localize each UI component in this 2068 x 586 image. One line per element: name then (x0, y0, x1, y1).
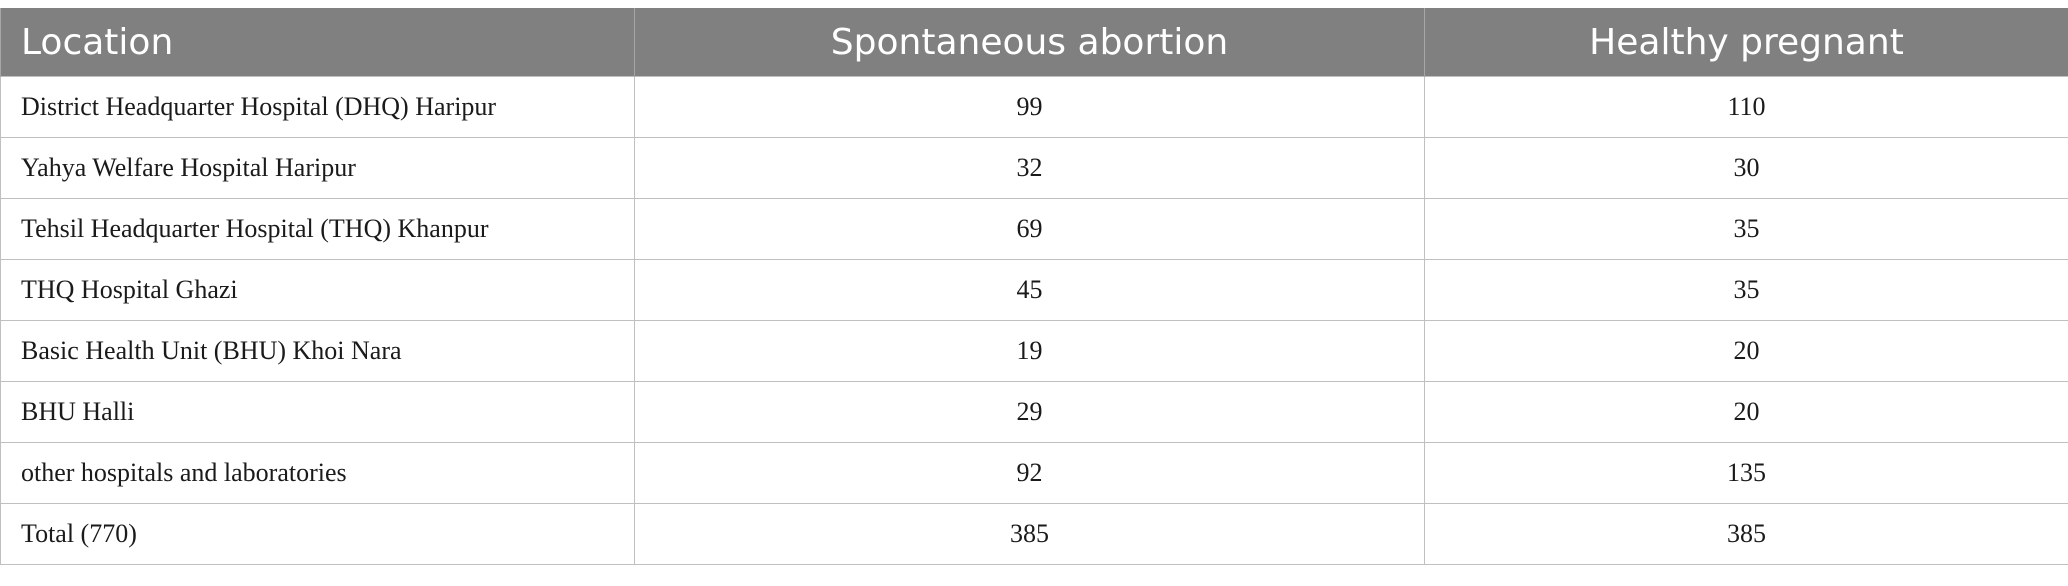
table-row-total: Total (770) 385 385 (0, 503, 2068, 565)
column-header-spontaneous-abortion: Spontaneous abortion (634, 8, 1425, 77)
cell-location: Total (770) (0, 503, 635, 565)
cell-healthy-pregnant: 135 (1424, 442, 2068, 504)
cell-spontaneous-abortion: 29 (634, 381, 1425, 443)
location-table: Location Spontaneous abortion Healthy pr… (0, 8, 2068, 565)
table-row: District Headquarter Hospital (DHQ) Hari… (0, 76, 2068, 138)
cell-spontaneous-abortion: 69 (634, 198, 1425, 260)
cell-location: District Headquarter Hospital (DHQ) Hari… (0, 76, 635, 138)
table-row: other hospitals and laboratories 92 135 (0, 442, 2068, 504)
cell-spontaneous-abortion: 32 (634, 137, 1425, 199)
cell-location: other hospitals and laboratories (0, 442, 635, 504)
cell-location: Tehsil Headquarter Hospital (THQ) Khanpu… (0, 198, 635, 260)
cell-healthy-pregnant: 20 (1424, 320, 2068, 382)
cell-spontaneous-abortion: 92 (634, 442, 1425, 504)
cell-location: THQ Hospital Ghazi (0, 259, 635, 321)
header-row: Location Spontaneous abortion Healthy pr… (0, 8, 2068, 77)
cell-spontaneous-abortion: 45 (634, 259, 1425, 321)
cell-healthy-pregnant: 20 (1424, 381, 2068, 443)
table-body: District Headquarter Hospital (DHQ) Hari… (0, 76, 2068, 565)
table-row: BHU Halli 29 20 (0, 381, 2068, 443)
cell-location: Basic Health Unit (BHU) Khoi Nara (0, 320, 635, 382)
table-row: Yahya Welfare Hospital Haripur 32 30 (0, 137, 2068, 199)
table-row: Basic Health Unit (BHU) Khoi Nara 19 20 (0, 320, 2068, 382)
cell-healthy-pregnant: 35 (1424, 259, 2068, 321)
table-row: THQ Hospital Ghazi 45 35 (0, 259, 2068, 321)
cell-spontaneous-abortion: 19 (634, 320, 1425, 382)
cell-healthy-pregnant: 110 (1424, 76, 2068, 138)
cell-healthy-pregnant: 35 (1424, 198, 2068, 260)
cell-healthy-pregnant: 30 (1424, 137, 2068, 199)
column-header-location: Location (0, 8, 635, 77)
cell-spontaneous-abortion: 385 (634, 503, 1425, 565)
data-table-container: Location Spontaneous abortion Healthy pr… (0, 8, 2068, 565)
table-row: Tehsil Headquarter Hospital (THQ) Khanpu… (0, 198, 2068, 260)
cell-location: Yahya Welfare Hospital Haripur (0, 137, 635, 199)
column-header-healthy-pregnant: Healthy pregnant (1424, 8, 2068, 77)
cell-location: BHU Halli (0, 381, 635, 443)
table-header: Location Spontaneous abortion Healthy pr… (0, 8, 2068, 77)
cell-healthy-pregnant: 385 (1424, 503, 2068, 565)
cell-spontaneous-abortion: 99 (634, 76, 1425, 138)
